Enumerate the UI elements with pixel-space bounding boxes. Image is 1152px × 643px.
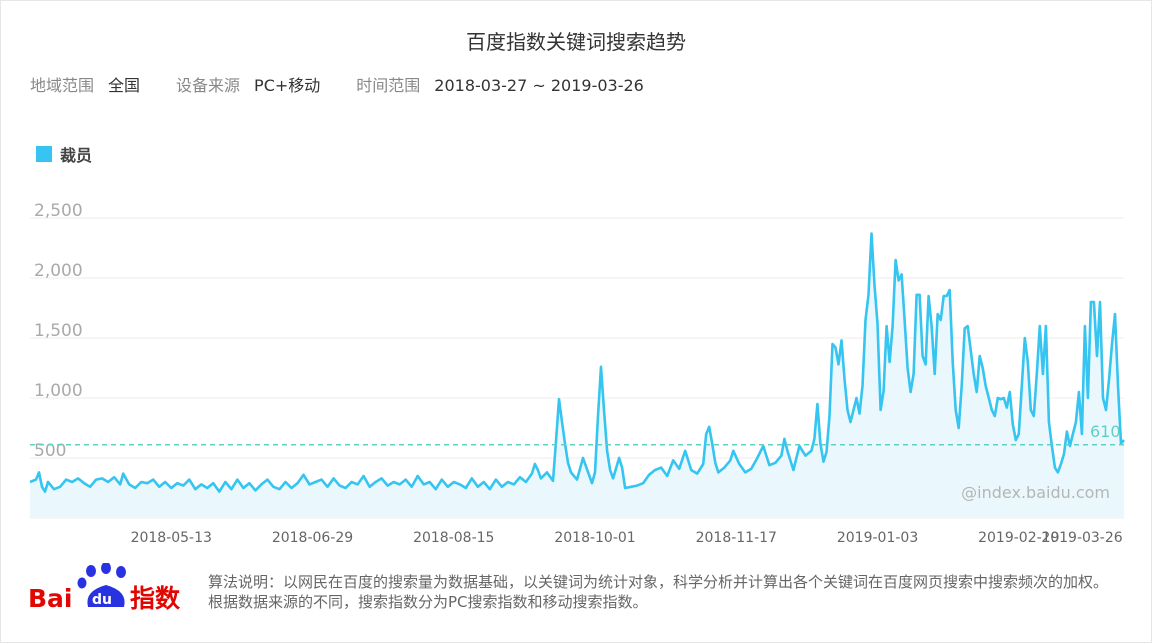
legend-label: 裁员 [60,146,93,165]
x-tick-label: 2018-08-15 [413,530,494,546]
filter-region-label: 地域范围 [30,76,95,95]
x-tick-label: 2018-11-17 [696,530,777,546]
legend-swatch [36,146,52,162]
series-area [30,233,1124,518]
x-tick-label: 2019-03-26 [1041,530,1122,546]
filter-time-value[interactable]: 2018-03-27 ~ 2019-03-26 [434,76,644,95]
series-line-caiyuan[interactable] [29,232,1125,493]
algorithm-note: 算法说明：以网民在百度的搜索量为数据基础，以关键词为统计对象，科学分析并计算出各… [208,573,1109,611]
x-tick-label: 2018-10-01 [554,530,635,546]
average-label: 610 [1090,422,1121,441]
y-tick-label: 1,000 [34,381,83,401]
y-tick-label: 1,500 [34,321,83,341]
logo-du-text: du [92,592,112,608]
y-tick-label: 2,500 [34,201,83,221]
filter-device-label: 设备来源 [176,76,241,95]
filter-bar: 地域范围 全国 设备来源 PC+移动 时间范围 2018-03-27 ~ 2019-03-… [30,72,680,96]
filter-time-label: 时间范围 [356,76,421,95]
x-tick-label: 2019-02-19 [978,530,1059,546]
x-tick-label: 2018-05-13 [131,530,212,546]
filter-region-value[interactable]: 全国 [108,76,141,95]
filter-device-value[interactable]: PC+移动 [254,76,321,95]
x-tick-label: 2019-01-03 [837,530,918,546]
baidu-paw-icon [77,563,126,607]
watermark-text: @index.baidu.com [961,483,1110,502]
chart-legend[interactable]: 裁员 [36,142,92,166]
logo-bai-text: Bai [28,584,73,613]
y-tick-label: 2,000 [34,261,83,281]
y-tick-label: 500 [34,441,66,461]
logo-index-text: 指数 [130,584,181,613]
x-tick-label: 2018-06-29 [272,530,353,546]
page-title: 百度指数关键词搜索趋势 [466,30,686,54]
baidu-index-logo: Bai du 指数 [28,563,181,613]
